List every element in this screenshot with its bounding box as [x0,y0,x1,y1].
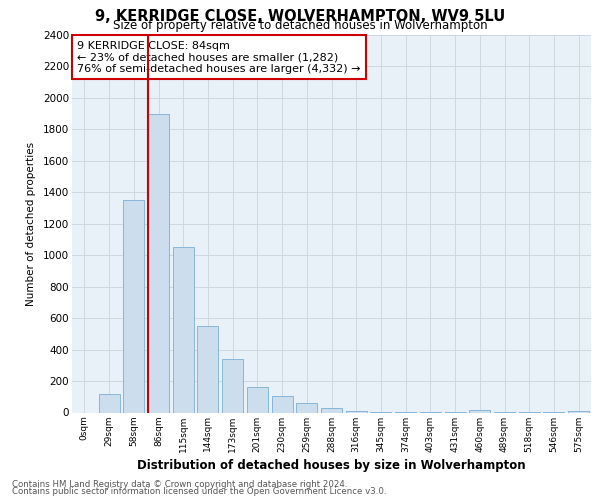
Bar [346,411,367,412]
Bar [272,396,293,412]
Bar [296,403,317,412]
Bar [123,200,144,412]
Text: Contains public sector information licensed under the Open Government Licence v3: Contains public sector information licen… [12,487,386,496]
X-axis label: Distribution of detached houses by size in Wolverhampton: Distribution of detached houses by size … [137,458,526,471]
Bar [222,359,243,412]
Y-axis label: Number of detached properties: Number of detached properties [26,142,36,306]
Bar [197,326,218,412]
Bar [321,408,342,412]
Text: Contains HM Land Registry data © Crown copyright and database right 2024.: Contains HM Land Registry data © Crown c… [12,480,347,489]
Bar [173,248,194,412]
Bar [148,114,169,412]
Bar [98,394,119,412]
Text: Size of property relative to detached houses in Wolverhampton: Size of property relative to detached ho… [113,19,487,32]
Bar [469,410,490,412]
Bar [568,411,589,412]
Text: 9 KERRIDGE CLOSE: 84sqm
← 23% of detached houses are smaller (1,282)
76% of semi: 9 KERRIDGE CLOSE: 84sqm ← 23% of detache… [77,40,361,74]
Text: 9, KERRIDGE CLOSE, WOLVERHAMPTON, WV9 5LU: 9, KERRIDGE CLOSE, WOLVERHAMPTON, WV9 5L… [95,9,505,24]
Bar [247,388,268,412]
